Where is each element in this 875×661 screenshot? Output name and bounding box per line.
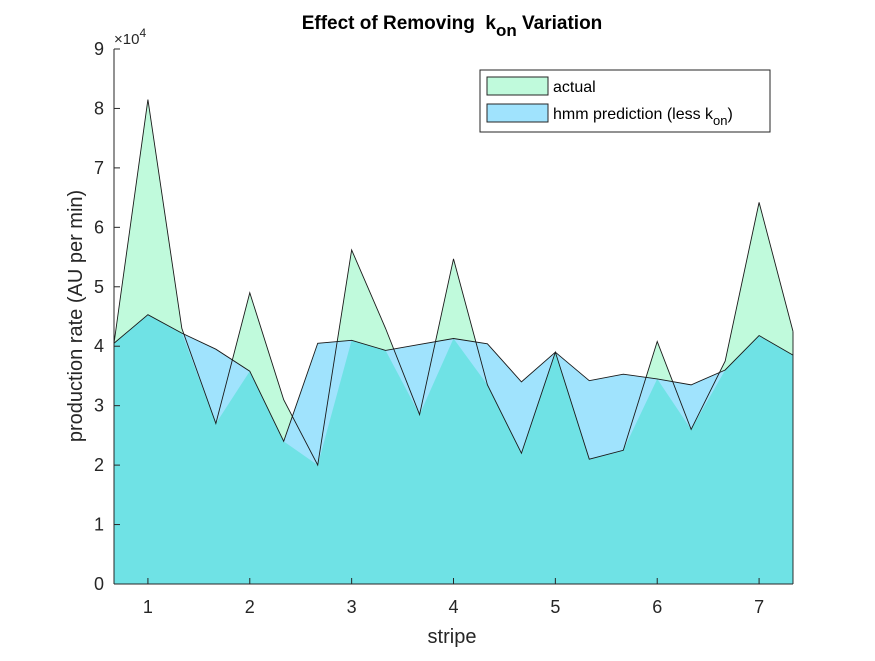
x-tick-label: 5 bbox=[550, 597, 560, 617]
y-tick-label: 5 bbox=[94, 277, 104, 297]
chart-title-subscript: on bbox=[496, 21, 517, 40]
y-tick-label: 2 bbox=[94, 455, 104, 475]
y-exponent-power: 4 bbox=[139, 26, 146, 40]
y-axis-label: production rate (AU per min) bbox=[65, 190, 87, 442]
y-tick-label: 6 bbox=[94, 217, 104, 237]
areas-layer bbox=[113, 99, 794, 585]
y-tick-label: 4 bbox=[94, 336, 104, 356]
chart-title-suffix: Variation bbox=[517, 13, 603, 34]
x-tick-label: 2 bbox=[245, 597, 255, 617]
y-tick-label: 7 bbox=[94, 158, 104, 178]
chart-title-prefix: Effect of Removing k bbox=[302, 13, 497, 34]
legend-swatch-hmm-prediction bbox=[486, 103, 549, 123]
legend-swatch-actual bbox=[486, 76, 549, 96]
legend-label-actual: actual bbox=[553, 79, 596, 96]
y-tick-label: 3 bbox=[94, 396, 104, 416]
y-exponent-label: ×104 bbox=[114, 26, 146, 48]
y-exponent-prefix: ×10 bbox=[114, 31, 139, 48]
y-tick-label: 8 bbox=[94, 98, 104, 118]
area-overlap bbox=[114, 314, 793, 584]
y-tick-label: 0 bbox=[94, 574, 104, 594]
x-tick-label: 7 bbox=[754, 597, 764, 617]
x-tick-label: 1 bbox=[143, 597, 153, 617]
x-tick-label: 3 bbox=[347, 597, 357, 617]
legend-label-hmm-suffix: ) bbox=[728, 106, 733, 123]
x-axis-label: stripe bbox=[428, 626, 477, 648]
y-tick-label: 1 bbox=[94, 515, 104, 535]
legend-label-hmm-prefix: hmm prediction (less k bbox=[553, 106, 714, 123]
line-hmm-prediction bbox=[113, 314, 794, 443]
x-tick-label: 6 bbox=[652, 597, 662, 617]
legend-label-hmm-sub: on bbox=[713, 113, 727, 128]
y-ticks: 0 1 2 3 4 5 6 7 8 9 bbox=[94, 39, 120, 594]
legend-label-hmm-prediction: hmm prediction (less kon) bbox=[553, 106, 733, 128]
legend: actual hmm prediction (less kon) bbox=[479, 69, 771, 133]
y-tick-label: 9 bbox=[94, 39, 104, 59]
chart-title: Effect of Removing kon Variation bbox=[302, 13, 603, 40]
line-actual bbox=[113, 99, 794, 467]
x-tick-label: 4 bbox=[448, 597, 458, 617]
x-ticks: 1 2 3 4 5 6 7 bbox=[143, 578, 764, 617]
